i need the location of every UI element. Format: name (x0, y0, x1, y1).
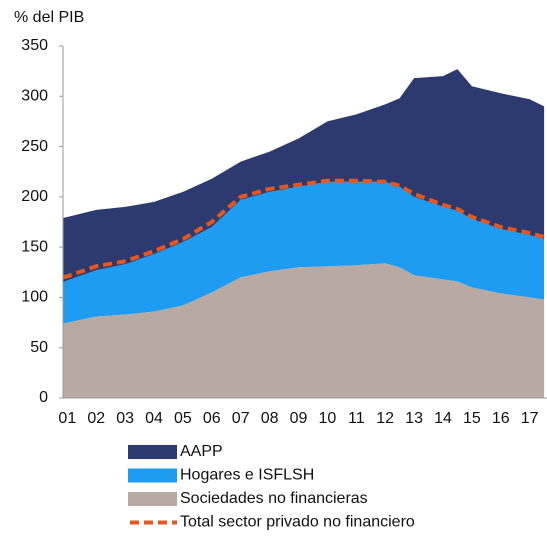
x-tick-label: 10 (318, 410, 336, 427)
x-tick-label: 08 (261, 410, 279, 427)
y-tick-label: 300 (21, 88, 48, 105)
x-tick-label: 13 (405, 410, 423, 427)
area (63, 181, 545, 324)
y-tick-label: 200 (21, 188, 48, 205)
x-tick-label: 02 (87, 410, 105, 427)
total-line (62, 178, 545, 280)
legend-label: AAPP (180, 443, 223, 460)
area (63, 69, 545, 283)
x-tick-label: 11 (348, 410, 365, 427)
legend-swatch (128, 468, 177, 483)
x-tick-label: 16 (492, 410, 510, 427)
y-tick-label: 250 (21, 138, 48, 155)
x-tick-label: 12 (376, 410, 394, 427)
legend-swatch (128, 445, 177, 459)
y-axis-label: % del PIB (14, 9, 84, 26)
x-tick-label: 15 (463, 410, 481, 427)
y-tick-label: 50 (30, 339, 48, 356)
x-tick-label: 14 (434, 410, 452, 427)
x-tick-label: 05 (174, 410, 192, 427)
x-tick-label: 01 (58, 410, 76, 427)
x-tick-label: 04 (145, 410, 163, 427)
x-tick-label: 07 (232, 410, 250, 427)
legend-label: Hogares e ISFLSH (180, 467, 314, 484)
area (63, 263, 545, 398)
legend-label: Total sector privado no financiero (180, 514, 415, 531)
x-tick-label: 03 (116, 410, 134, 427)
legend-label: Sociedades no financieras (180, 490, 368, 507)
x-tick-label: 06 (203, 410, 221, 427)
y-tick-label: 350 (21, 37, 48, 54)
x-tick-label: 09 (290, 410, 308, 427)
y-tick-label: 0 (39, 389, 48, 406)
y-tick-label: 100 (21, 289, 48, 306)
x-tick-label: 17 (521, 410, 539, 427)
y-tick-label: 150 (21, 238, 48, 255)
legend-swatch (128, 492, 177, 506)
